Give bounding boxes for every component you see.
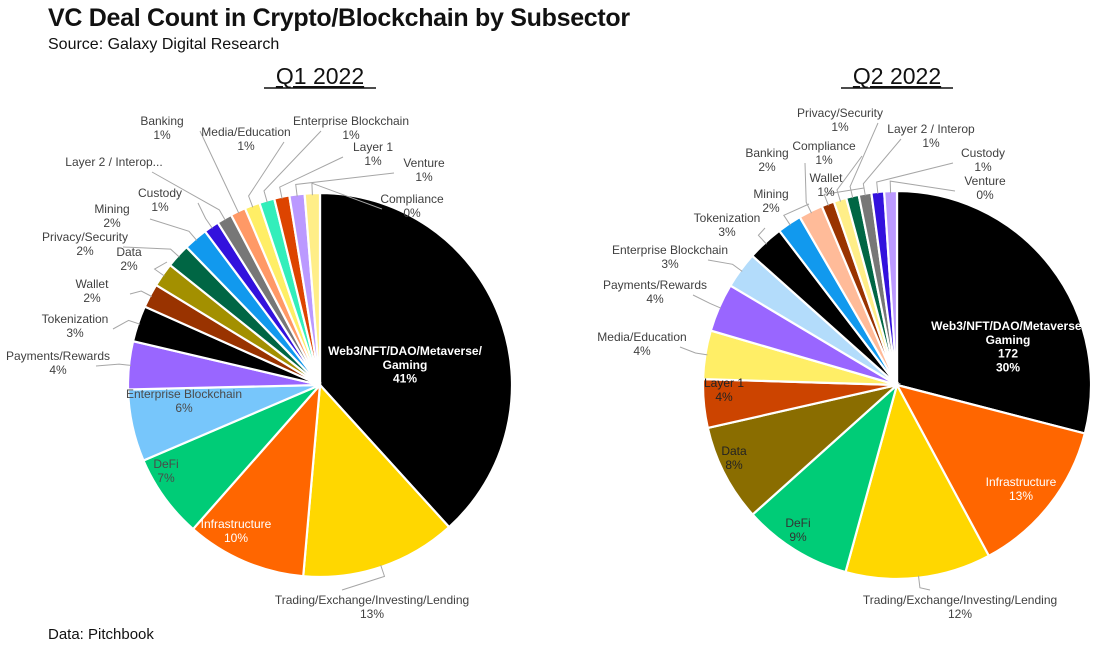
leader-line bbox=[95, 363, 132, 367]
leader-line bbox=[692, 294, 722, 309]
leader-line bbox=[197, 202, 213, 229]
pie-slice-web3-nft-dao-metaverse-gaming bbox=[318, 191, 514, 529]
leader-line bbox=[129, 290, 153, 297]
slice-label-enterprise-blockchain: Enterprise Blockchain 1% bbox=[293, 114, 409, 142]
leader-line bbox=[311, 182, 383, 210]
page-title: VC Deal Count in Crypto/Blockchain by Su… bbox=[48, 4, 630, 32]
pie-slice-web3-nft-dao-metaverse-gaming bbox=[895, 189, 1093, 435]
slice-label-compliance: Compliance 1% bbox=[792, 139, 856, 167]
slice-label-enterprise-blockchain: Enterprise Blockchain 3% bbox=[612, 243, 728, 271]
leader-line bbox=[889, 180, 956, 194]
slice-label-wallet: Wallet 1% bbox=[810, 171, 844, 199]
slice-label-data: Data 8% bbox=[721, 444, 747, 472]
leader-line bbox=[679, 346, 708, 356]
slice-label-custody: Custody 1% bbox=[138, 186, 182, 214]
leader-line bbox=[849, 122, 879, 199]
slice-label-infrastructure: Infrastructure 10% bbox=[201, 517, 272, 545]
slice-label-web3-nft-dao-metaverse-gaming: Web3/NFT/DAO/Metaverse/Gaming 172 30% bbox=[931, 319, 1085, 374]
leader-line bbox=[263, 130, 322, 203]
slice-label-layer-1: Layer 1 1% bbox=[353, 140, 393, 168]
leader-line bbox=[248, 141, 285, 208]
chart-title: Q1 2022 bbox=[276, 63, 364, 89]
slice-label-payments-rewards: Payments/Rewards 4% bbox=[6, 349, 110, 377]
slice-label-data: Data 2% bbox=[116, 245, 142, 273]
slice-label-media-education: Media/Education 1% bbox=[201, 125, 290, 153]
leader-line bbox=[876, 162, 954, 194]
leader-line bbox=[122, 246, 180, 258]
slice-label-enterprise-blockchain: Enterprise Blockchain 6% bbox=[126, 387, 242, 415]
slice-label-layer-1: Layer 1 4% bbox=[704, 376, 744, 404]
slice-label-defi: DeFi 9% bbox=[785, 516, 810, 544]
leader-line bbox=[151, 171, 226, 221]
slice-label-banking: Banking 2% bbox=[745, 146, 788, 174]
slice-label-wallet: Wallet 2% bbox=[76, 277, 110, 305]
leader-line bbox=[295, 172, 395, 197]
slice-label-layer-2-interop: Layer 2 / Interop... bbox=[65, 155, 162, 169]
leader-line bbox=[783, 203, 810, 226]
pie-chart-q1-2022: Q1 2022 Web3/NFT/DAO/Metaverse/Gaming 41% T… bbox=[6, 63, 514, 621]
leader-line bbox=[836, 155, 863, 202]
leader-line bbox=[279, 156, 344, 199]
slice-label-mining: Mining 2% bbox=[753, 187, 788, 215]
leader-line bbox=[918, 575, 931, 591]
pie-slice-defi bbox=[751, 381, 900, 574]
pie-slice-infrastructure bbox=[894, 383, 1087, 558]
slice-label-layer-2-interop: Layer 2 / Interop 1% bbox=[887, 122, 975, 150]
data-source-footer: Data: Pitchbook bbox=[48, 626, 154, 643]
slice-label-banking: Banking 1% bbox=[140, 114, 183, 142]
chart-title: Q2 2022 bbox=[853, 63, 941, 89]
slice-label-web3-nft-dao-metaverse-gaming: Web3/NFT/DAO/Metaverse/Gaming 41% bbox=[328, 344, 482, 386]
slice-label-compliance: Compliance 0% bbox=[380, 192, 444, 220]
slice-label-venture: Venture 0% bbox=[964, 174, 1006, 202]
slice-label-media-education: Media/Education 4% bbox=[597, 330, 686, 358]
pie-slice-infrastructure bbox=[191, 381, 322, 578]
slice-label-privacy-security: Privacy/Security 2% bbox=[42, 230, 128, 258]
slice-label-trading-exchange-investing-lending: Trading/Exchange/Investing/Lending 13% bbox=[275, 593, 469, 621]
leader-line bbox=[757, 227, 767, 245]
slice-label-payments-rewards: Payments/Rewards 4% bbox=[603, 278, 707, 306]
leader-line bbox=[707, 259, 743, 272]
slice-label-venture: Venture 1% bbox=[403, 156, 445, 184]
slice-label-mining: Mining 2% bbox=[94, 202, 129, 230]
leader-line bbox=[341, 564, 386, 591]
slice-label-privacy-security: Privacy/Security 1% bbox=[797, 106, 883, 134]
leader-line bbox=[804, 162, 812, 214]
slice-label-defi: DeFi 7% bbox=[153, 457, 178, 485]
leader-line bbox=[149, 218, 198, 241]
slice-label-tokenization: Tokenization 3% bbox=[694, 211, 761, 239]
page-subtitle: Source: Galaxy Digital Research bbox=[48, 36, 280, 53]
slice-label-custody: Custody 1% bbox=[961, 146, 1005, 174]
leader-line bbox=[199, 130, 240, 214]
leader-line bbox=[112, 319, 141, 330]
leader-line bbox=[862, 138, 902, 196]
pie-chart-q2-2022: Q2 2022 Web3/NFT/DAO/Metaverse/Gaming 172 3… bbox=[597, 63, 1093, 621]
slice-label-tokenization: Tokenization 3% bbox=[42, 312, 109, 340]
slice-label-trading-exchange-investing-lending: Trading/Exchange/Investing/Lending 12% bbox=[863, 593, 1057, 621]
leader-line bbox=[153, 261, 168, 277]
slice-label-infrastructure: Infrastructure 13% bbox=[986, 475, 1057, 503]
